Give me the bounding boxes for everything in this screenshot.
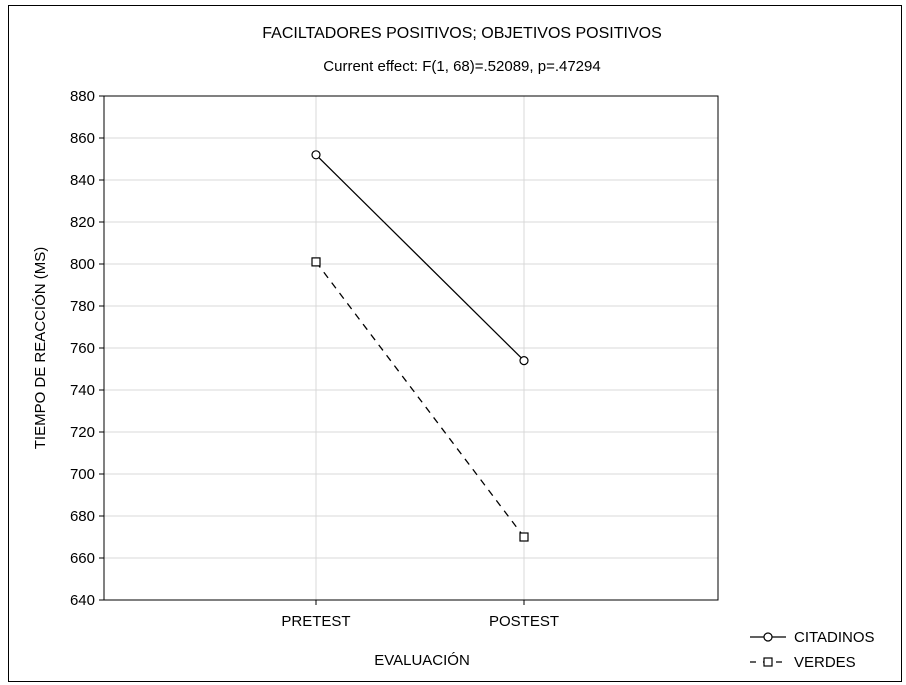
y-tick-label: 680 xyxy=(70,508,95,525)
data-point-citadinos xyxy=(311,150,321,160)
grid-lines xyxy=(104,96,718,600)
y-tick-label: 760 xyxy=(70,340,95,357)
y-axis-label: TIEMPO DE REACCIÓN (MS) xyxy=(32,247,49,450)
series-group xyxy=(311,150,529,542)
legend-marker-citadinos xyxy=(763,632,773,642)
y-tick-label: 700 xyxy=(70,466,95,483)
y-tick-label: 820 xyxy=(70,214,95,231)
legend-label-verdes: VERDES xyxy=(794,654,856,671)
y-tick-label: 740 xyxy=(70,382,95,399)
chart-title: FACILTADORES POSITIVOS; OBJETIVOS POSITI… xyxy=(262,25,662,42)
x-axis: PRETEST POSTEST xyxy=(281,600,559,630)
y-axis: 640 660 680 700 720 740 760 780 800 820 840 860 880 xyxy=(70,88,104,609)
chart-subtitle: Current effect: F(1, 68)=.52089, p=.4729… xyxy=(323,58,600,75)
x-tick-label: POSTEST xyxy=(489,613,559,630)
y-tick-label: 860 xyxy=(70,130,95,147)
series-line-verdes xyxy=(315,261,525,538)
chart-frame xyxy=(8,5,902,682)
y-tick-label: 720 xyxy=(70,424,95,441)
y-tick-label: 880 xyxy=(70,88,95,105)
y-tick-label: 640 xyxy=(70,592,95,609)
y-tick-label: 660 xyxy=(70,550,95,567)
y-tick-label: 800 xyxy=(70,256,95,273)
data-point-citadinos xyxy=(519,356,529,366)
series-line-citadinos xyxy=(315,154,525,362)
x-axis-label: EVALUACIÓN xyxy=(374,652,470,669)
legend-item-verdes: VERDES xyxy=(750,654,856,671)
legend-item-citadinos: CITADINOS xyxy=(750,629,875,646)
legend-label-citadinos: CITADINOS xyxy=(794,629,875,646)
series-verdes xyxy=(311,257,529,542)
x-tick-label: PRETEST xyxy=(281,613,350,630)
data-point-verdes xyxy=(519,532,529,542)
y-tick-label: 780 xyxy=(70,298,95,315)
legend: CITADINOS VERDES xyxy=(750,629,875,671)
data-point-verdes xyxy=(311,257,321,267)
y-tick-label: 840 xyxy=(70,172,95,189)
series-citadinos xyxy=(311,150,529,366)
legend-marker-verdes xyxy=(763,657,773,667)
